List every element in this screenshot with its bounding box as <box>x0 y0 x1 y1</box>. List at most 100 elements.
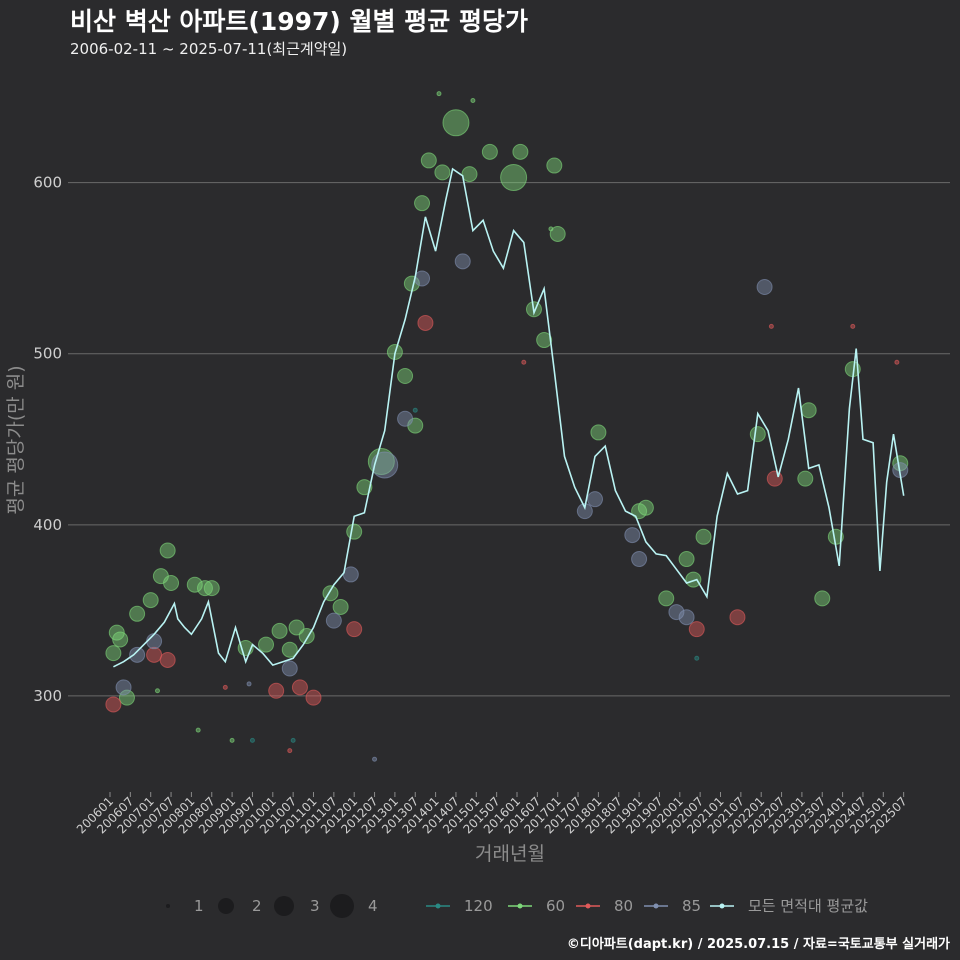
size-legend-dot <box>330 894 354 918</box>
bubble-85 <box>587 491 604 508</box>
bubble-60 <box>229 737 235 743</box>
bubble-80 <box>850 323 856 329</box>
y-tick-label: 300 <box>33 687 62 705</box>
x-axis-title: 거래년월 <box>475 843 545 865</box>
bubble-120 <box>412 407 418 413</box>
bubble-85 <box>668 604 685 621</box>
bubble-60 <box>420 152 437 169</box>
bubble-60 <box>797 470 814 487</box>
bubble-60 <box>196 580 213 597</box>
credit-footer: ©디아파트(dapt.kr) / 2025.07.15 / 자료=국토교통부 실… <box>566 937 950 952</box>
bubble-60 <box>129 605 146 622</box>
color-legend-label: 모든 면적대 평균값 <box>748 897 868 915</box>
bubble-80 <box>287 748 293 754</box>
bubble-80 <box>417 314 434 331</box>
size-legend-label: 1 <box>194 897 204 915</box>
bubble-60 <box>500 164 528 192</box>
bubble-60 <box>414 195 431 212</box>
bubble-120 <box>290 737 296 743</box>
x-axis-ticks: 2006012006072007012007072008012008072009… <box>74 792 910 837</box>
color-legend-label: 85 <box>682 897 701 915</box>
bubble-80 <box>346 621 363 638</box>
bubble-80 <box>105 696 122 713</box>
bubble-60 <box>159 542 176 559</box>
bubble-85 <box>397 410 414 427</box>
y-axis-title: 평균 평당가(만 원) <box>5 365 27 514</box>
bubble-85 <box>678 609 695 626</box>
bubble-60 <box>695 528 712 545</box>
bubble-60 <box>281 641 298 658</box>
bubble-60 <box>163 574 180 591</box>
bubble-80 <box>894 359 900 365</box>
bubble-60 <box>546 157 563 174</box>
size-legend-dot <box>166 904 170 908</box>
bubble-85 <box>246 681 252 687</box>
bubble-60 <box>112 631 129 648</box>
bubble-80 <box>305 689 322 706</box>
bubble-60 <box>186 576 203 593</box>
bubble-85 <box>342 566 359 583</box>
average-price-line <box>113 167 905 668</box>
y-axis-ticks: 300 400 500 600 <box>33 174 62 705</box>
bubble-60 <box>461 166 478 183</box>
bubble-60 <box>590 424 607 441</box>
color-legend-label: 80 <box>614 897 633 915</box>
bubble-80 <box>768 323 774 329</box>
size-legend-label: 3 <box>310 897 320 915</box>
bubble-60 <box>332 598 349 615</box>
bubble-85 <box>372 756 378 762</box>
bubble-60 <box>203 580 220 597</box>
bubble-60 <box>288 619 305 636</box>
color-legend-dot <box>517 903 523 909</box>
bubble-60 <box>442 109 470 137</box>
bubble-80 <box>521 359 527 365</box>
bubble-60 <box>367 448 395 476</box>
bubble-60 <box>536 332 553 349</box>
color-legend-label: 120 <box>464 897 493 915</box>
bubble-85 <box>454 253 471 270</box>
bubble-60 <box>800 402 817 419</box>
average-line-layer <box>113 167 905 668</box>
bubble-80 <box>146 646 163 663</box>
bubble-85 <box>631 551 648 568</box>
chart-title: 비산 벽산 아파트(1997) 월별 평균 평당가 <box>70 7 528 36</box>
bubble-60 <box>346 523 363 540</box>
color-legend-dot <box>719 903 725 909</box>
bubble-60 <box>512 143 529 160</box>
bubble-60 <box>397 367 414 384</box>
color-legend-label: 60 <box>546 897 565 915</box>
bubble-80 <box>268 682 285 699</box>
legend: 1 2 3 4 120 60 80 85 모든 면적대 평균값 <box>166 894 868 918</box>
color-legend-dot <box>435 903 441 909</box>
grid-lines <box>68 182 950 697</box>
bubble-85 <box>371 451 399 479</box>
y-tick-label: 600 <box>33 174 62 192</box>
color-legend-dot <box>653 903 659 909</box>
bubble-85 <box>281 660 298 677</box>
bubble-60 <box>658 590 675 607</box>
bubble-85 <box>624 527 641 544</box>
bubble-60 <box>154 688 160 694</box>
bubble-80 <box>159 651 176 668</box>
y-tick-label: 500 <box>33 345 62 363</box>
bubble-80 <box>729 609 746 626</box>
bubble-80 <box>222 684 228 690</box>
chart-subtitle: 2006-02-11 ~ 2025-07-11(최근계약일) <box>70 40 348 58</box>
bubble-60 <box>258 636 275 653</box>
bubble-60 <box>814 590 831 607</box>
bubble-60 <box>142 592 159 609</box>
bubble-80 <box>688 621 705 638</box>
bubble-60 <box>470 98 476 104</box>
size-legend-dot <box>218 898 234 914</box>
bubble-85 <box>414 270 431 287</box>
bubble-layer <box>105 91 909 762</box>
bubble-60 <box>549 225 566 242</box>
bubble-120 <box>694 655 700 661</box>
bubble-80 <box>766 470 783 487</box>
bubble-60 <box>548 226 554 232</box>
bubble-60 <box>749 426 766 443</box>
color-legend-dot <box>585 903 591 909</box>
bubble-60 <box>481 143 498 160</box>
size-legend-dot <box>274 896 294 916</box>
